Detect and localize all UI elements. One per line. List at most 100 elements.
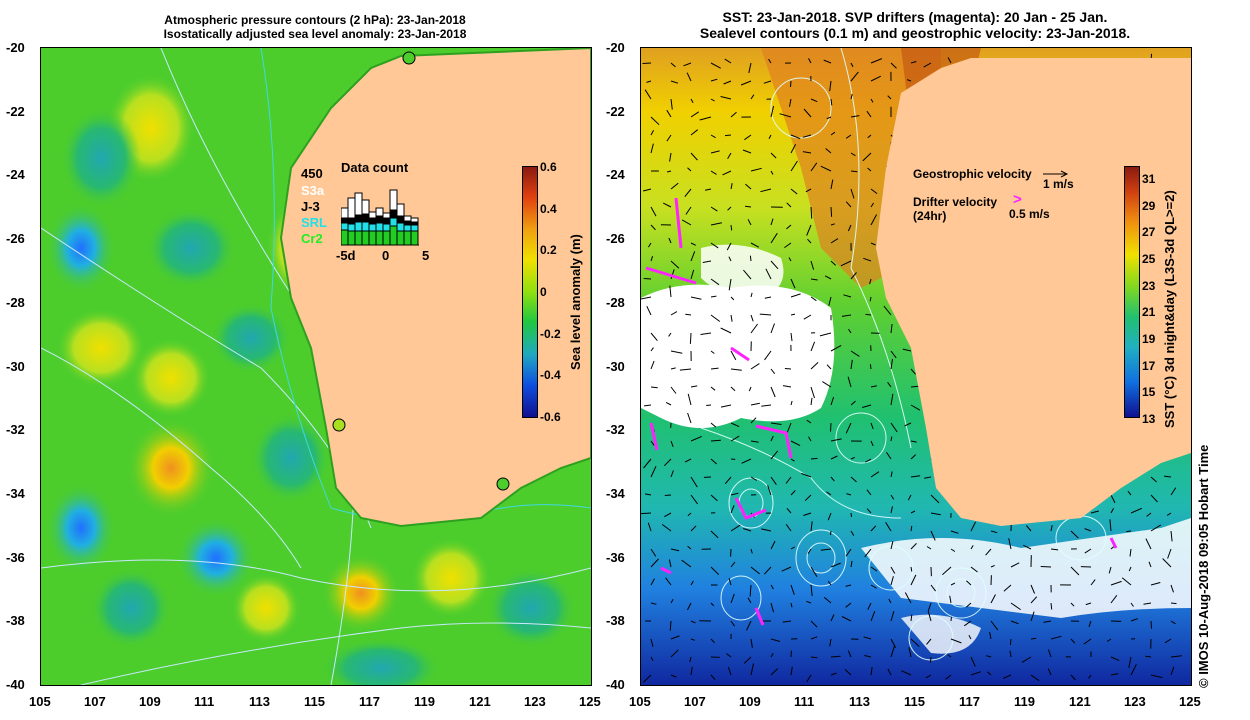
left-y-tick-4: -28 xyxy=(6,294,25,310)
velocity-arrow xyxy=(710,98,715,102)
velocity-arrow xyxy=(770,105,775,118)
velocity-arrow xyxy=(1008,538,1012,550)
velocity-arrow xyxy=(1050,548,1059,551)
right-y-tick-2: -24 xyxy=(606,167,625,183)
velocity-arrow xyxy=(650,386,658,389)
velocity-arrow xyxy=(964,620,972,627)
velocity-arrow xyxy=(1040,566,1052,568)
velocity-arrow xyxy=(910,475,921,478)
velocity-arrow xyxy=(806,419,812,424)
velocity-arrow xyxy=(902,348,912,352)
velocity-arrow xyxy=(950,530,959,534)
velocity-arrow xyxy=(710,134,716,139)
velocity-arrow xyxy=(890,566,896,574)
velocity-arrow xyxy=(743,269,752,280)
data-count-xtick-neg: -5d xyxy=(336,248,356,263)
right-y-tick-1: -22 xyxy=(606,103,625,119)
velocity-arrow xyxy=(650,638,654,647)
velocity-arrow xyxy=(670,80,679,84)
velocity-arrow xyxy=(687,512,692,517)
velocity-arrow xyxy=(1110,580,1122,586)
sat-label-j3: J-3 xyxy=(301,199,320,214)
velocity-arrow xyxy=(790,458,795,462)
velocity-arrow xyxy=(864,548,872,558)
right-cb-tick-0: 31 xyxy=(1142,172,1156,186)
velocity-arrow xyxy=(647,242,652,248)
left-cb-tick-4: -0.2 xyxy=(540,326,561,341)
velocity-arrow xyxy=(745,183,752,190)
velocity-arrow xyxy=(689,656,692,663)
velocity-arrow xyxy=(990,620,999,631)
velocity-arrow xyxy=(847,224,852,232)
velocity-arrow xyxy=(810,362,819,370)
velocity-arrow xyxy=(710,566,720,576)
velocity-arrow xyxy=(804,494,812,502)
velocity-arrow xyxy=(890,358,893,370)
velocity-arrow xyxy=(741,458,752,464)
velocity-arrow xyxy=(1009,638,1012,646)
velocity-arrow xyxy=(1021,656,1032,663)
left-x-tick-4: 113 xyxy=(249,694,270,709)
velocity-arrow xyxy=(1110,656,1120,662)
right-x-tick-1: 107 xyxy=(684,694,706,709)
velocity-arrow xyxy=(806,600,812,604)
velocity-arrow xyxy=(863,257,872,262)
geostrophic-arrow-icon xyxy=(1043,170,1069,178)
data-count-xtick-pos: 5 xyxy=(422,248,430,263)
velocity-arrow xyxy=(749,255,752,262)
velocity-arrow xyxy=(950,638,962,644)
velocity-arrow xyxy=(720,96,732,100)
velocity-arrow xyxy=(744,134,752,141)
right-cb-tick-3: 25 xyxy=(1142,252,1156,266)
velocity-arrow xyxy=(690,476,698,488)
velocity-arrow xyxy=(866,110,872,118)
velocity-arrow xyxy=(970,566,978,573)
velocity-arrow xyxy=(763,566,772,575)
velocity-arrow xyxy=(910,638,920,647)
velocity-arrow xyxy=(750,417,757,424)
velocity-arrow xyxy=(801,472,812,478)
velocity-arrow xyxy=(730,593,735,604)
velocity-arrow xyxy=(710,439,721,442)
geostrophic-legend-label: Geostrophic velocity xyxy=(913,167,1032,181)
velocity-arrow xyxy=(765,268,772,280)
velocity-arrow xyxy=(749,584,752,597)
velocity-arrow xyxy=(810,386,815,399)
velocity-arrow xyxy=(750,548,753,554)
velocity-arrow xyxy=(930,494,940,504)
velocity-arrow xyxy=(1030,584,1036,594)
velocity-arrow xyxy=(844,669,852,676)
velocity-arrow xyxy=(862,404,872,408)
velocity-arrow xyxy=(990,564,995,568)
velocity-arrow xyxy=(730,350,737,361)
velocity-arrow xyxy=(850,188,855,199)
velocity-arrow xyxy=(1150,524,1162,532)
velocity-arrow xyxy=(870,188,878,194)
velocity-arrow xyxy=(869,296,872,302)
velocity-arrow xyxy=(829,638,832,647)
right-y-tick-0: -20 xyxy=(606,40,625,55)
velocity-arrow xyxy=(830,455,838,460)
velocity-arrow xyxy=(1070,638,1076,644)
velocity-arrow xyxy=(830,614,835,622)
left-y-tick-6: -32 xyxy=(6,422,25,438)
velocity-arrow xyxy=(670,386,677,394)
right-cb-tick-6: 19 xyxy=(1142,332,1156,346)
velocity-arrow xyxy=(845,134,852,139)
velocity-arrow xyxy=(785,524,792,532)
velocity-arrow xyxy=(820,165,832,172)
velocity-arrow xyxy=(730,505,735,514)
velocity-arrow xyxy=(665,577,672,586)
velocity-arrow xyxy=(824,275,832,280)
velocity-arrow xyxy=(759,313,772,316)
velocity-arrow xyxy=(770,170,774,175)
velocity-arrow xyxy=(887,95,892,100)
velocity-arrow xyxy=(782,620,792,623)
velocity-arrow xyxy=(810,620,818,628)
velocity-arrow xyxy=(1110,673,1119,676)
velocity-arrow xyxy=(687,602,692,611)
velocity-arrow xyxy=(1110,594,1118,604)
velocity-arrow xyxy=(646,80,652,83)
velocity-arrow xyxy=(1050,602,1053,610)
velocity-arrow xyxy=(827,512,832,521)
